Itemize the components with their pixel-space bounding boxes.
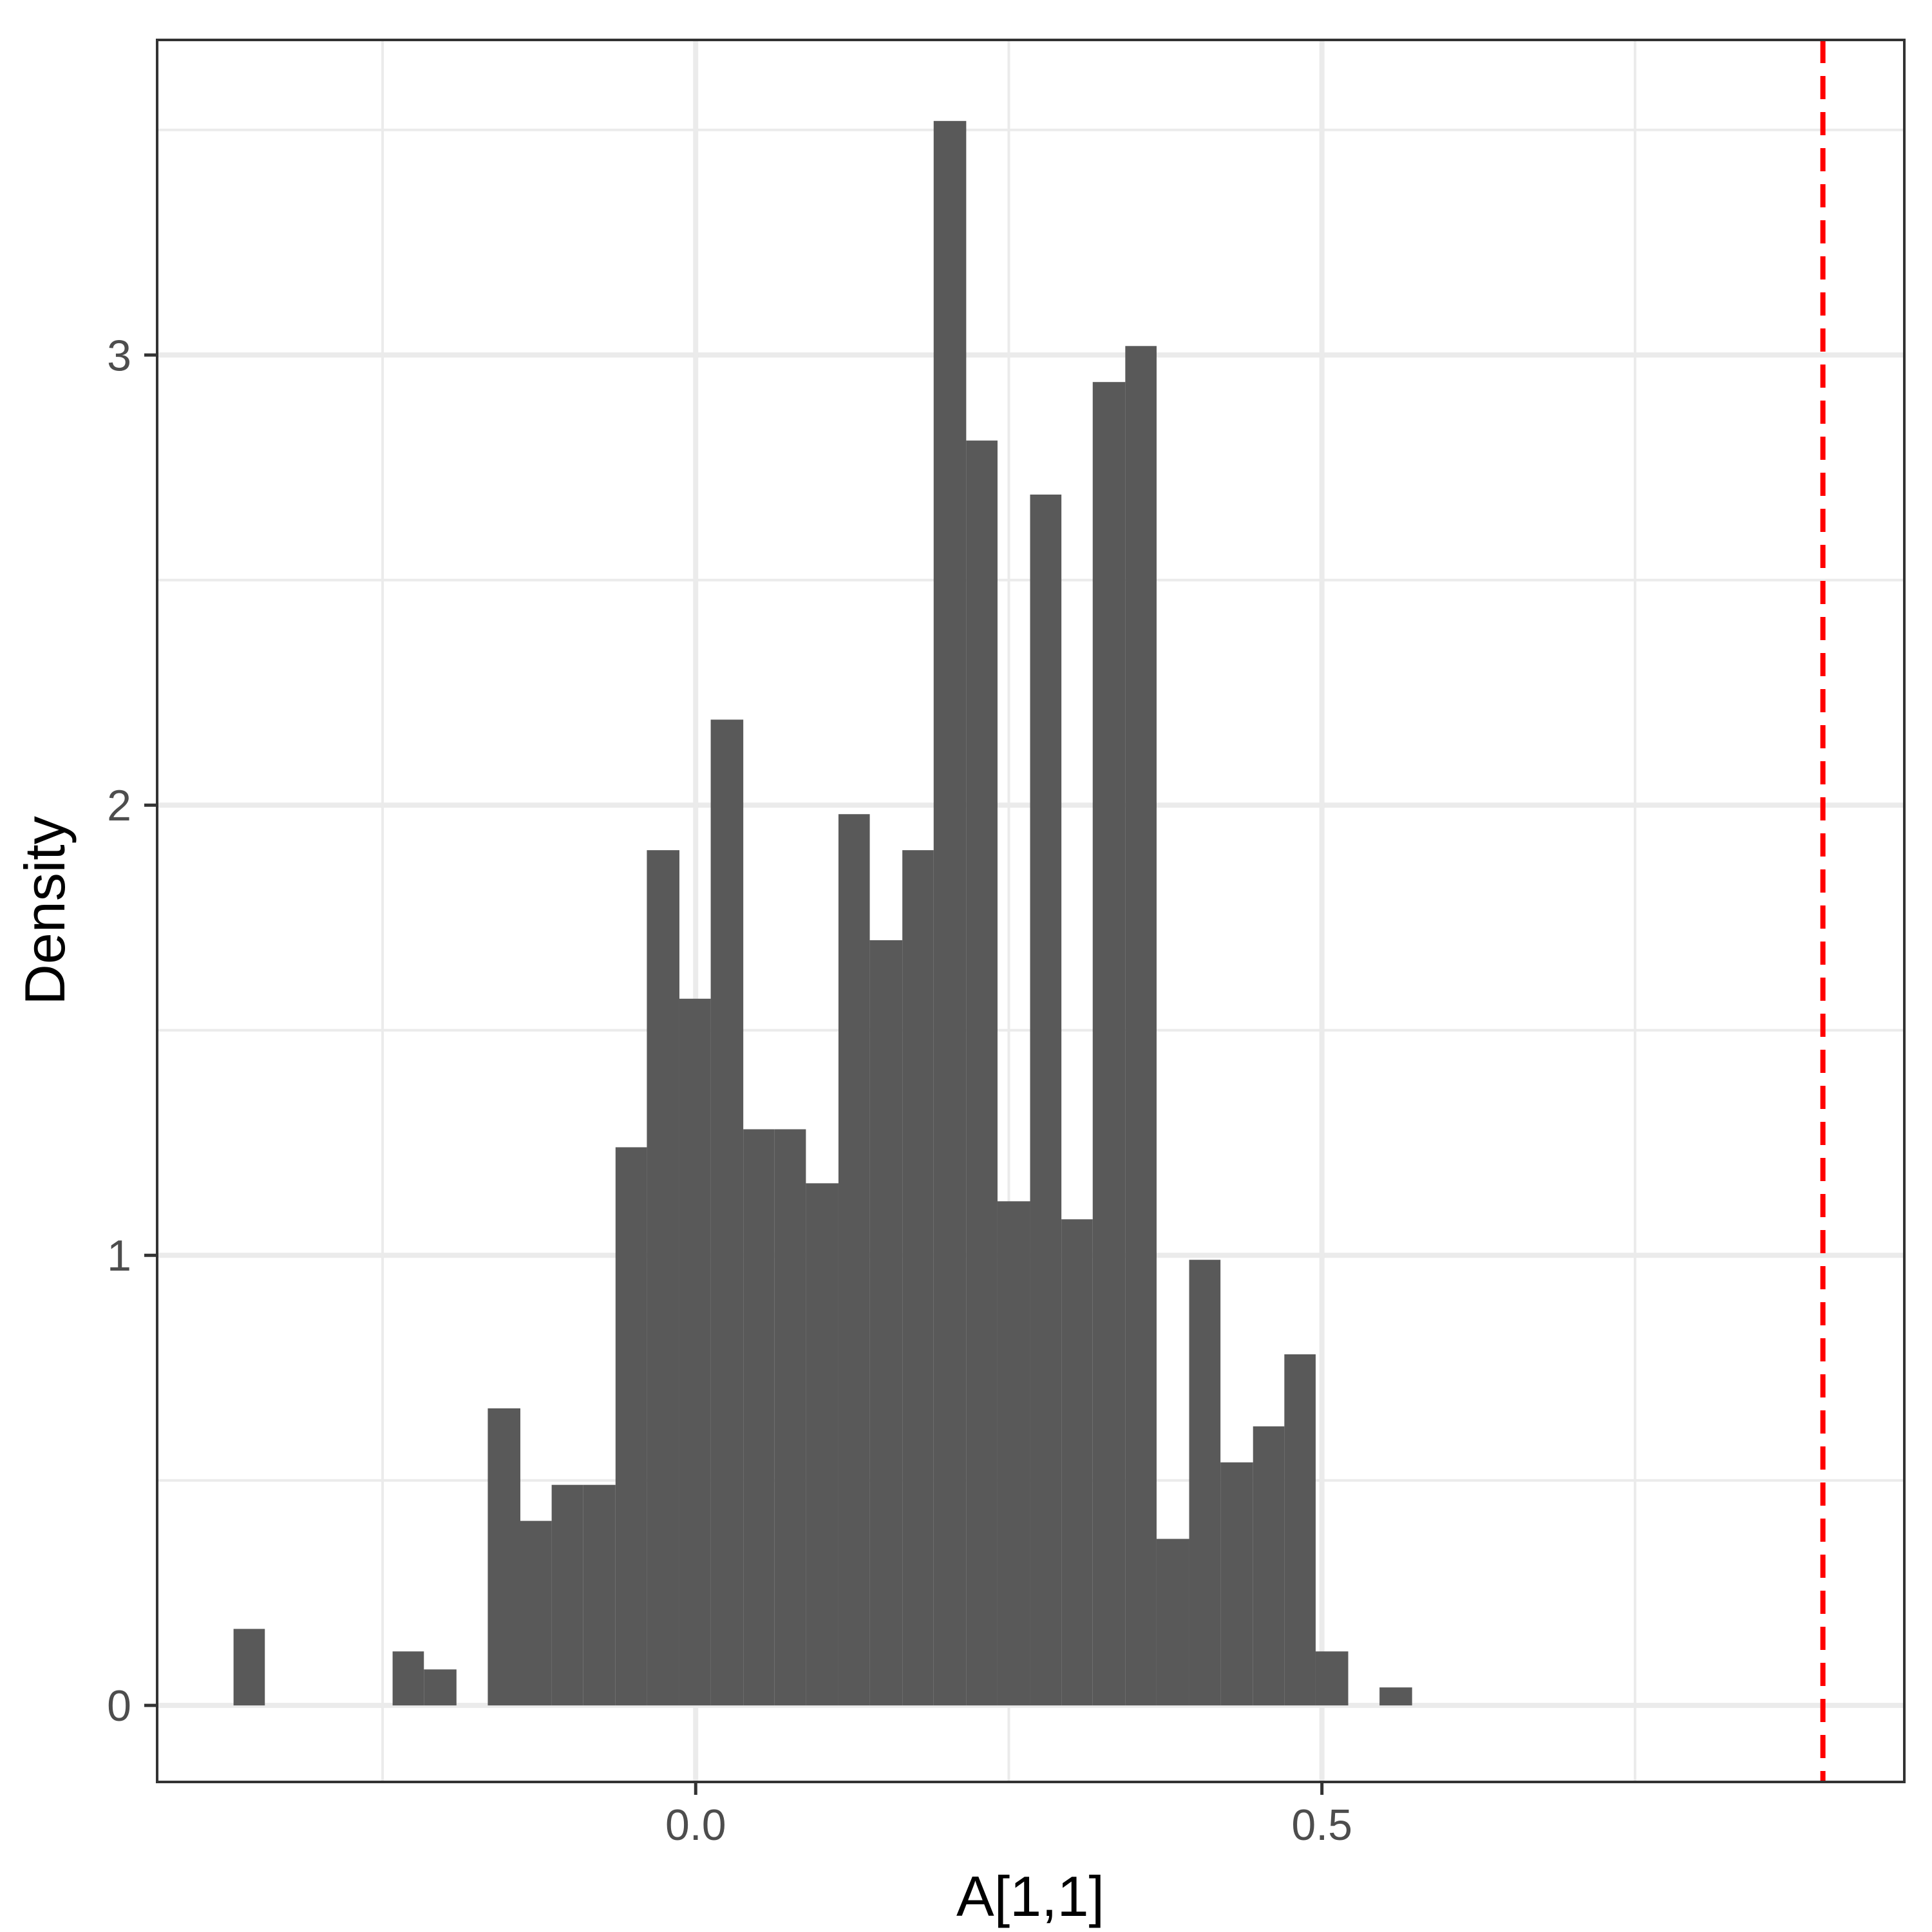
x-tick-label: 0.0: [665, 1801, 726, 1850]
histogram-bar: [583, 1484, 616, 1706]
histogram-bar: [1030, 494, 1062, 1706]
histogram-bar: [551, 1484, 583, 1706]
histogram-bar: [679, 998, 711, 1706]
histogram-bar: [1379, 1687, 1412, 1706]
histogram-bar: [1284, 1354, 1316, 1706]
histogram-bar: [520, 1520, 552, 1706]
histogram-bar: [1253, 1426, 1285, 1706]
y-tick-label: 2: [107, 781, 131, 830]
histogram-bar: [1125, 346, 1157, 1706]
histogram-bar: [1092, 382, 1126, 1706]
histogram-bar: [615, 1147, 647, 1706]
histogram-bar: [1220, 1462, 1253, 1706]
histogram-bar: [743, 1129, 775, 1706]
histogram-bar: [424, 1669, 457, 1706]
histogram-bar: [869, 940, 903, 1706]
histogram-bar: [997, 1201, 1030, 1706]
histogram-bar: [1189, 1260, 1221, 1706]
histogram-bar: [933, 120, 967, 1706]
histogram-bar: [392, 1651, 424, 1706]
histogram-bar: [233, 1629, 265, 1706]
histogram-bar: [806, 1183, 838, 1706]
x-tick-label: 0.5: [1291, 1801, 1352, 1850]
y-tick-label: 1: [107, 1231, 131, 1280]
histogram-bar: [1156, 1539, 1189, 1706]
histogram-bar: [647, 850, 679, 1706]
histogram-bar: [1061, 1219, 1093, 1706]
histogram-bar: [838, 814, 870, 1706]
histogram-bar: [488, 1408, 520, 1706]
y-tick-label: 0: [107, 1681, 131, 1730]
x-axis-title: A[1,1]: [956, 1864, 1104, 1928]
y-axis-title: Density: [13, 816, 77, 1005]
panel-border: [156, 39, 1906, 1783]
histogram-bar: [902, 850, 934, 1706]
bar-layer: [233, 120, 1412, 1706]
histogram-bar: [966, 440, 998, 1706]
y-tick-label: 3: [107, 331, 131, 380]
histogram-bar: [710, 719, 744, 1706]
tick-layer: 0.0 0.5 0 1 2 3: [107, 331, 1352, 1850]
histogram-bar: [1315, 1651, 1349, 1706]
histogram-bar: [774, 1129, 806, 1706]
